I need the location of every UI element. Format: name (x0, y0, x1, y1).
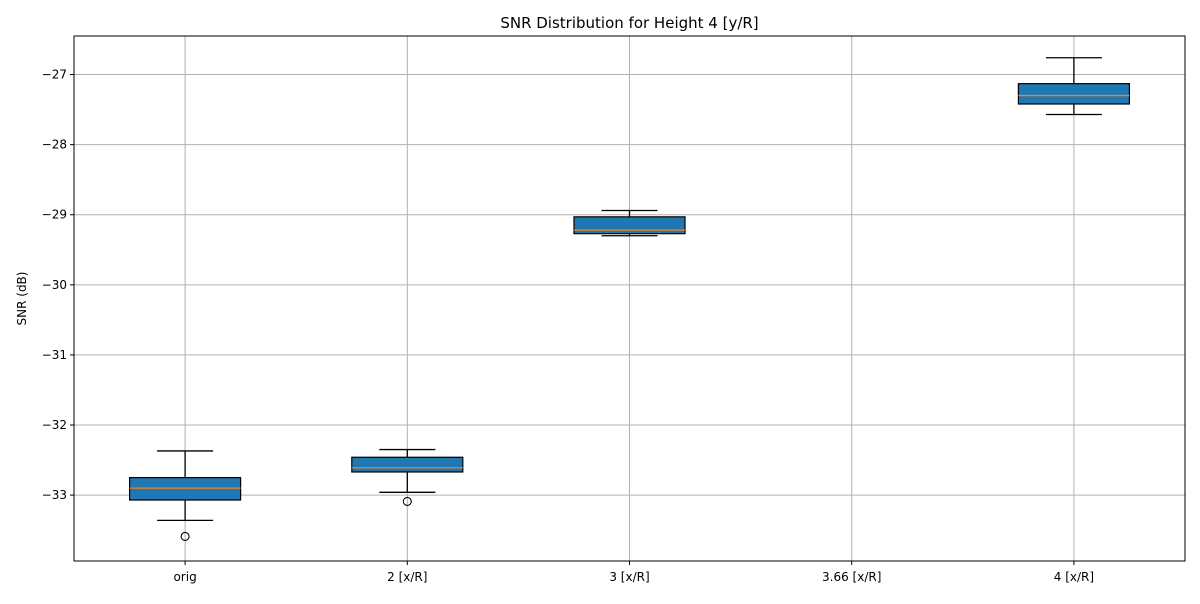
y-tick-label: −27 (42, 68, 67, 82)
iqr-box (573, 216, 686, 235)
box-layer (129, 57, 1131, 542)
outlier-point (180, 531, 190, 542)
y-tick-label: −33 (42, 488, 67, 502)
x-tick-label: 3 [x/R] (609, 570, 649, 584)
outlier-point (402, 496, 412, 506)
y-tick-label: −30 (42, 278, 67, 292)
iqr-box (351, 456, 464, 473)
box-group (573, 209, 686, 237)
x-tick-label: orig (173, 570, 196, 584)
y-axis-label: SNR (dB) (15, 272, 29, 326)
box-group (1017, 57, 1131, 116)
iqr-box (1017, 83, 1131, 105)
iqr-box (129, 476, 242, 501)
chart-title: SNR Distribution for Height 4 [y/R] (500, 14, 758, 32)
x-tick-label: 2 [x/R] (387, 570, 427, 584)
box-group (129, 450, 242, 542)
y-tick-label: −28 (42, 138, 67, 152)
x-tick-label: 4 [x/R] (1054, 570, 1094, 584)
y-tick-label: −32 (42, 418, 67, 432)
x-tick-label: 3.66 [x/R] (822, 570, 881, 584)
y-tick-label: −29 (42, 208, 67, 222)
axis-layer: −27 −28 −29 −30 −31 −32 −33 orig 2 [x/R] 3 [x/R] 3… (42, 68, 1094, 584)
box-group (351, 448, 464, 506)
y-tick-label: −31 (42, 348, 67, 362)
